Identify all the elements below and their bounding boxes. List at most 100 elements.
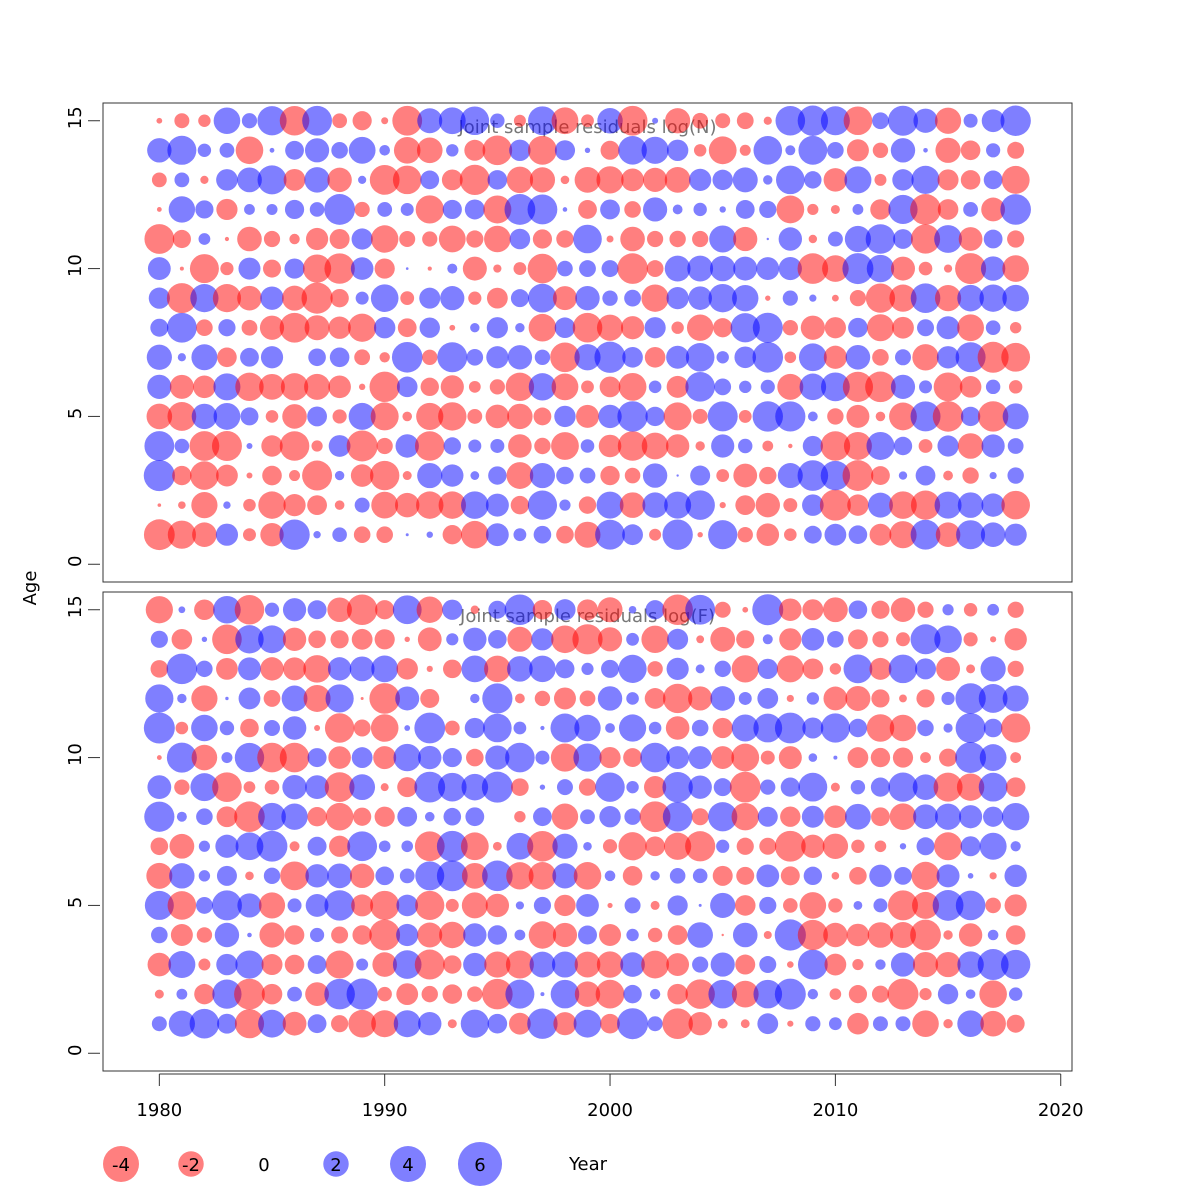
residual-bubble [735, 200, 755, 219]
residual-bubble [578, 925, 597, 945]
residual-bubble [150, 837, 169, 856]
residual-bubble [1000, 194, 1031, 225]
residual-bubble [482, 683, 513, 714]
residual-bubble [260, 657, 284, 681]
residual-bubble [1001, 713, 1031, 743]
residual-bubble [581, 662, 594, 675]
residual-bubble [167, 891, 197, 920]
residual-bubble [574, 521, 601, 548]
residual-bubble [844, 166, 872, 194]
residual-bubble [486, 287, 508, 309]
residual-bubble [490, 113, 505, 128]
residual-bubble [514, 811, 526, 823]
residual-bubble [283, 494, 306, 517]
residual-bubble [375, 866, 394, 886]
x-tick-label: 1980 [136, 1100, 182, 1121]
residual-bubble [721, 933, 724, 937]
residual-bubble [551, 951, 578, 978]
residual-bubble [666, 139, 689, 162]
residual-bubble [509, 228, 531, 250]
residual-bubble [652, 117, 659, 124]
residual-bubble [888, 654, 918, 684]
residual-bubble [822, 833, 849, 859]
residual-bubble [617, 253, 648, 284]
residual-bubble [191, 744, 218, 771]
residual-bubble [488, 466, 507, 485]
residual-bubble [708, 136, 737, 165]
residual-bubble [597, 108, 623, 134]
residual-bubble [799, 373, 827, 401]
residual-bubble [464, 199, 485, 220]
residual-bubble [708, 283, 737, 313]
residual-bubble [943, 930, 953, 940]
residual-bubble [488, 600, 507, 619]
residual-bubble [787, 961, 794, 968]
residual-bubble [798, 135, 828, 165]
residual-bubble [493, 264, 502, 273]
residual-bubble [1005, 777, 1026, 797]
residual-bubble [264, 602, 280, 617]
residual-bubble [415, 890, 445, 921]
x-tick-label: 1990 [362, 1100, 408, 1121]
residual-bubble [240, 718, 259, 738]
residual-bubble [303, 655, 331, 683]
residual-bubble [979, 980, 1007, 1008]
residual-bubble [198, 233, 211, 245]
residual-bubble [460, 832, 489, 861]
residual-bubble [647, 661, 663, 677]
y-tick-label: 0 [65, 1045, 86, 1056]
residual-bubble [619, 492, 646, 518]
residual-bubble [487, 170, 508, 190]
residual-bubble [777, 373, 804, 400]
residual-bubble [887, 978, 919, 1010]
residual-bubble [395, 686, 420, 711]
residual-bubble [349, 863, 375, 889]
residual-bubble [395, 434, 419, 458]
residual-bubble [393, 137, 421, 164]
residual-bubble [872, 1016, 888, 1032]
residual-bubble [554, 317, 576, 339]
residual-bubble [957, 492, 984, 518]
residual-bubble [978, 772, 1008, 802]
x-tick-label: 2020 [1038, 1100, 1084, 1121]
residual-bubble [1001, 803, 1030, 831]
residual-bubble [783, 498, 798, 513]
residual-bubble [865, 371, 896, 403]
residual-bubble [470, 605, 480, 614]
residual-bubble [1007, 601, 1024, 618]
residual-bubble [354, 201, 370, 218]
residual-bubble [529, 462, 556, 489]
residual-bubble [662, 771, 693, 803]
residual-bubble [843, 431, 872, 460]
residual-bubble [732, 922, 758, 948]
residual-bubble [257, 742, 287, 773]
residual-bubble [414, 771, 446, 803]
residual-bubble [596, 491, 624, 519]
residual-bubble [1007, 660, 1024, 677]
residual-bubble [576, 404, 599, 428]
residual-bubble [598, 434, 622, 458]
residual-bubble [803, 866, 823, 886]
residual-bubble [246, 442, 253, 449]
residual-bubble [983, 718, 1003, 738]
residual-bubble [623, 748, 642, 767]
residual-bubble [459, 164, 490, 195]
residual-bubble [943, 470, 953, 481]
residual-bubble [688, 1011, 712, 1036]
residual-bubble [774, 830, 806, 862]
residual-bubble [1008, 987, 1023, 1001]
residual-bubble [553, 1012, 577, 1036]
residual-bubble [169, 833, 195, 859]
residual-bubble [346, 978, 378, 1010]
residual-bubble [240, 347, 259, 367]
residual-bubble [711, 746, 735, 769]
residual-bubble [257, 165, 287, 195]
residual-bubble [351, 747, 373, 768]
residual-bubble [259, 922, 285, 948]
residual-bubble [198, 958, 211, 971]
residual-bubble [419, 287, 441, 309]
residual-bubble [739, 144, 751, 156]
residual-bubble [760, 779, 776, 795]
residual-bubble [865, 224, 896, 254]
residual-bubble [894, 349, 911, 366]
